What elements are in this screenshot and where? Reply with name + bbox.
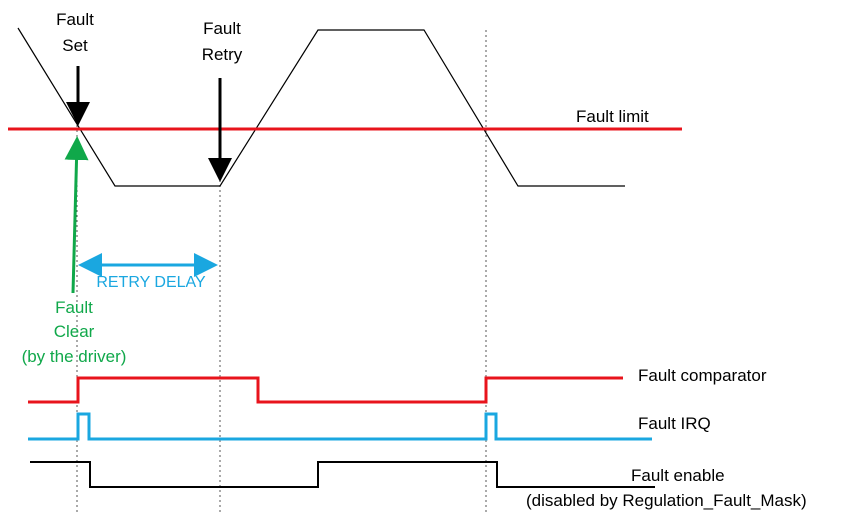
fault-retry-label-line-1: Fault — [203, 19, 241, 38]
monitored-signal-waveform — [17, 27, 625, 187]
fault-limit-label: Fault limit — [576, 107, 649, 126]
fault-comparator-signal — [28, 376, 623, 404]
fault-clear-arrow — [64, 136, 89, 294]
fault-clear-label-line-3: (by the driver) — [22, 347, 127, 366]
fault-set-label-line-1: Fault — [56, 10, 94, 29]
fault-retry-label-line-2: Retry — [202, 45, 243, 64]
retry-delay-label: RETRY DELAY — [96, 274, 206, 291]
fault-irq-label: Fault IRQ — [638, 414, 711, 433]
fault-clear-label-line-1: Fault — [55, 298, 93, 317]
fault-enable-label: Fault enable — [631, 466, 725, 485]
fault-enable-note: (disabled by Regulation_Fault_Mask) — [526, 491, 807, 510]
fault-irq-signal — [28, 412, 652, 441]
fault-clear-label-line-2: Clear — [54, 322, 95, 341]
fault-enable-signal — [30, 461, 655, 488]
fault-comparator-label: Fault comparator — [638, 366, 767, 385]
fault-set-label-line-2: Set — [62, 36, 88, 55]
